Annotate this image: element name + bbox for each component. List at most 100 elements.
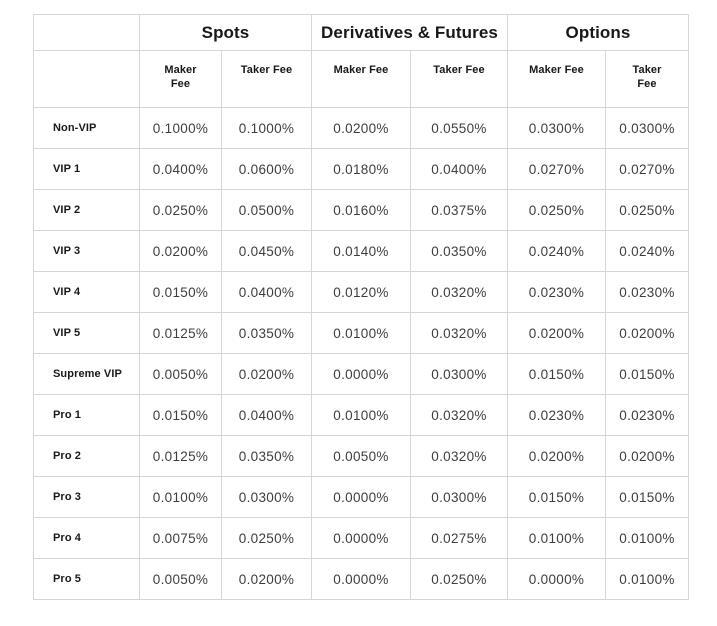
fee-cell: 0.0150%	[605, 476, 689, 518]
fee-cell: 0.0050%	[139, 558, 222, 600]
fee-cell: 0.0100%	[605, 558, 689, 600]
fee-cell: 0.0200%	[605, 435, 689, 477]
fee-cell: 0.0200%	[507, 435, 606, 477]
fee-cell: 0.0320%	[410, 435, 508, 477]
fee-cell: 0.0125%	[139, 312, 222, 354]
tier-label: VIP 1	[33, 148, 140, 190]
fee-cell: 0.0250%	[605, 189, 689, 231]
column-group-row: Spots Derivatives & Futures Options	[33, 14, 689, 51]
column-group-derivatives-futures: Derivatives & Futures	[311, 14, 508, 51]
fee-cell: 0.0140%	[311, 230, 411, 272]
fee-cell: 0.0250%	[221, 517, 312, 559]
table-row-pro-4: Pro 4 0.0075% 0.0250% 0.0000% 0.0275% 0.…	[33, 517, 689, 559]
fee-cell: 0.0000%	[311, 476, 411, 518]
tier-label: VIP 4	[33, 271, 140, 313]
table-row-vip-4: VIP 4 0.0150% 0.0400% 0.0120% 0.0320% 0.…	[33, 271, 689, 313]
tier-label: Pro 4	[33, 517, 140, 559]
fee-cell: 0.0230%	[605, 271, 689, 313]
fee-cell: 0.0000%	[311, 517, 411, 559]
fee-cell: 0.0000%	[311, 558, 411, 600]
fee-cell: 0.0450%	[221, 230, 312, 272]
fee-cell: 0.0300%	[410, 476, 508, 518]
fee-cell: 0.0125%	[139, 435, 222, 477]
fee-table: Spots Derivatives & Futures Options Make…	[33, 14, 689, 600]
fee-cell: 0.0100%	[311, 394, 411, 436]
fee-cell: 0.0300%	[410, 353, 508, 395]
fee-cell: 0.0150%	[507, 476, 606, 518]
fee-cell: 0.0230%	[605, 394, 689, 436]
table-row-non-vip: Non-VIP 0.1000% 0.1000% 0.0200% 0.0550% …	[33, 107, 689, 149]
fee-cell: 0.0320%	[410, 394, 508, 436]
fee-cell: 0.0150%	[139, 394, 222, 436]
tier-label: Non-VIP	[33, 107, 140, 149]
fee-cell: 0.0100%	[139, 476, 222, 518]
fee-cell: 0.0275%	[410, 517, 508, 559]
fee-cell: 0.1000%	[139, 107, 222, 149]
fee-cell: 0.1000%	[221, 107, 312, 149]
fee-cell: 0.0550%	[410, 107, 508, 149]
table-row-vip-2: VIP 2 0.0250% 0.0500% 0.0160% 0.0375% 0.…	[33, 189, 689, 231]
fee-cell: 0.0100%	[605, 517, 689, 559]
table-row-pro-2: Pro 2 0.0125% 0.0350% 0.0050% 0.0320% 0.…	[33, 435, 689, 477]
tier-label: Supreme VIP	[33, 353, 140, 395]
fee-cell: 0.0600%	[221, 148, 312, 190]
fee-cell: 0.0400%	[139, 148, 222, 190]
fee-cell: 0.0300%	[605, 107, 689, 149]
fee-cell: 0.0240%	[507, 230, 606, 272]
fee-cell: 0.0200%	[221, 353, 312, 395]
subheader-spots-taker-fee: Taker Fee	[221, 50, 312, 108]
table-row-pro-3: Pro 3 0.0100% 0.0300% 0.0000% 0.0300% 0.…	[33, 476, 689, 518]
fee-cell: 0.0240%	[605, 230, 689, 272]
tier-label: Pro 5	[33, 558, 140, 600]
table-row-supreme-vip: Supreme VIP 0.0050% 0.0200% 0.0000% 0.03…	[33, 353, 689, 395]
fee-cell: 0.0120%	[311, 271, 411, 313]
tier-label: Pro 2	[33, 435, 140, 477]
subheader-options-taker-fee: Taker Fee	[605, 50, 689, 108]
fee-cell: 0.0200%	[221, 558, 312, 600]
fee-cell: 0.0250%	[507, 189, 606, 231]
fee-cell: 0.0320%	[410, 312, 508, 354]
fee-cell: 0.0250%	[139, 189, 222, 231]
fee-cell: 0.0270%	[507, 148, 606, 190]
column-group-spots: Spots	[139, 14, 312, 51]
fee-cell: 0.0150%	[139, 271, 222, 313]
fee-cell: 0.0160%	[311, 189, 411, 231]
table-row-pro-5: Pro 5 0.0050% 0.0200% 0.0000% 0.0250% 0.…	[33, 558, 689, 600]
tier-label: VIP 2	[33, 189, 140, 231]
fee-cell: 0.0300%	[507, 107, 606, 149]
fee-cell: 0.0350%	[221, 435, 312, 477]
fee-cell: 0.0400%	[221, 394, 312, 436]
column-group-options: Options	[507, 14, 689, 51]
fee-cell: 0.0250%	[410, 558, 508, 600]
fee-cell: 0.0230%	[507, 394, 606, 436]
subheader-derivatives-taker-fee: Taker Fee	[410, 50, 508, 108]
fee-cell: 0.0200%	[139, 230, 222, 272]
subheader-row: Maker Fee Taker Fee Maker Fee Taker Fee …	[33, 50, 689, 108]
fee-cell: 0.0200%	[507, 312, 606, 354]
fee-cell: 0.0350%	[221, 312, 312, 354]
fee-cell: 0.0200%	[605, 312, 689, 354]
fee-cell: 0.0270%	[605, 148, 689, 190]
corner-cell	[33, 50, 140, 108]
fee-cell: 0.0180%	[311, 148, 411, 190]
tier-label: VIP 3	[33, 230, 140, 272]
table-row-vip-1: VIP 1 0.0400% 0.0600% 0.0180% 0.0400% 0.…	[33, 148, 689, 190]
table-row-vip-5: VIP 5 0.0125% 0.0350% 0.0100% 0.0320% 0.…	[33, 312, 689, 354]
tier-label: VIP 5	[33, 312, 140, 354]
table-row-pro-1: Pro 1 0.0150% 0.0400% 0.0100% 0.0320% 0.…	[33, 394, 689, 436]
tier-label: Pro 3	[33, 476, 140, 518]
subheader-options-maker-fee: Maker Fee	[507, 50, 606, 108]
fee-cell: 0.0050%	[311, 435, 411, 477]
fee-cell: 0.0375%	[410, 189, 508, 231]
fee-cell: 0.0200%	[311, 107, 411, 149]
corner-cell	[33, 14, 140, 51]
fee-cell: 0.0075%	[139, 517, 222, 559]
fee-cell: 0.0320%	[410, 271, 508, 313]
fee-cell: 0.0300%	[221, 476, 312, 518]
fee-cell: 0.0400%	[221, 271, 312, 313]
fee-cell: 0.0230%	[507, 271, 606, 313]
fee-cell: 0.0000%	[311, 353, 411, 395]
subheader-spots-maker-fee: Maker Fee	[139, 50, 222, 108]
fee-cell: 0.0100%	[311, 312, 411, 354]
fee-cell: 0.0150%	[605, 353, 689, 395]
